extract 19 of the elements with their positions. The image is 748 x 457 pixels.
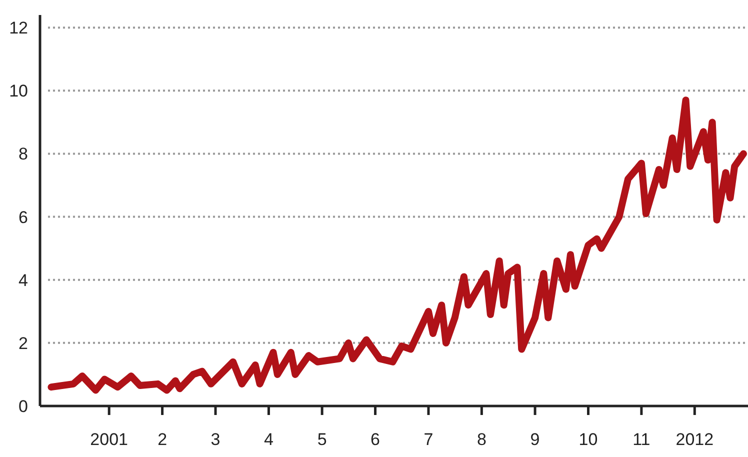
x-tick-label: 3 [210,430,220,449]
x-tick-label: 2 [158,430,168,449]
x-tick-label: 5 [317,430,327,449]
x-tick-label: 4 [264,430,274,449]
y-tick-label: 4 [18,270,28,290]
x-tick-label: 7 [424,430,434,449]
x-tick-label: 6 [370,430,380,449]
y-tick-label: 6 [18,208,28,227]
x-tick-label: 2001 [90,430,128,449]
y-tick-label: 8 [18,144,28,164]
y-tick-label: 12 [9,18,28,38]
x-tick-label: 2012 [676,430,714,449]
x-tick-label: 10 [578,430,598,449]
x-tick-label: 9 [530,430,540,449]
y-tick-label: 2 [18,334,28,353]
x-tick-label: 8 [476,430,486,449]
y-tick-label: 0 [18,396,28,416]
y-tick-label: 10 [9,82,28,101]
x-tick-label: 11 [632,430,650,449]
